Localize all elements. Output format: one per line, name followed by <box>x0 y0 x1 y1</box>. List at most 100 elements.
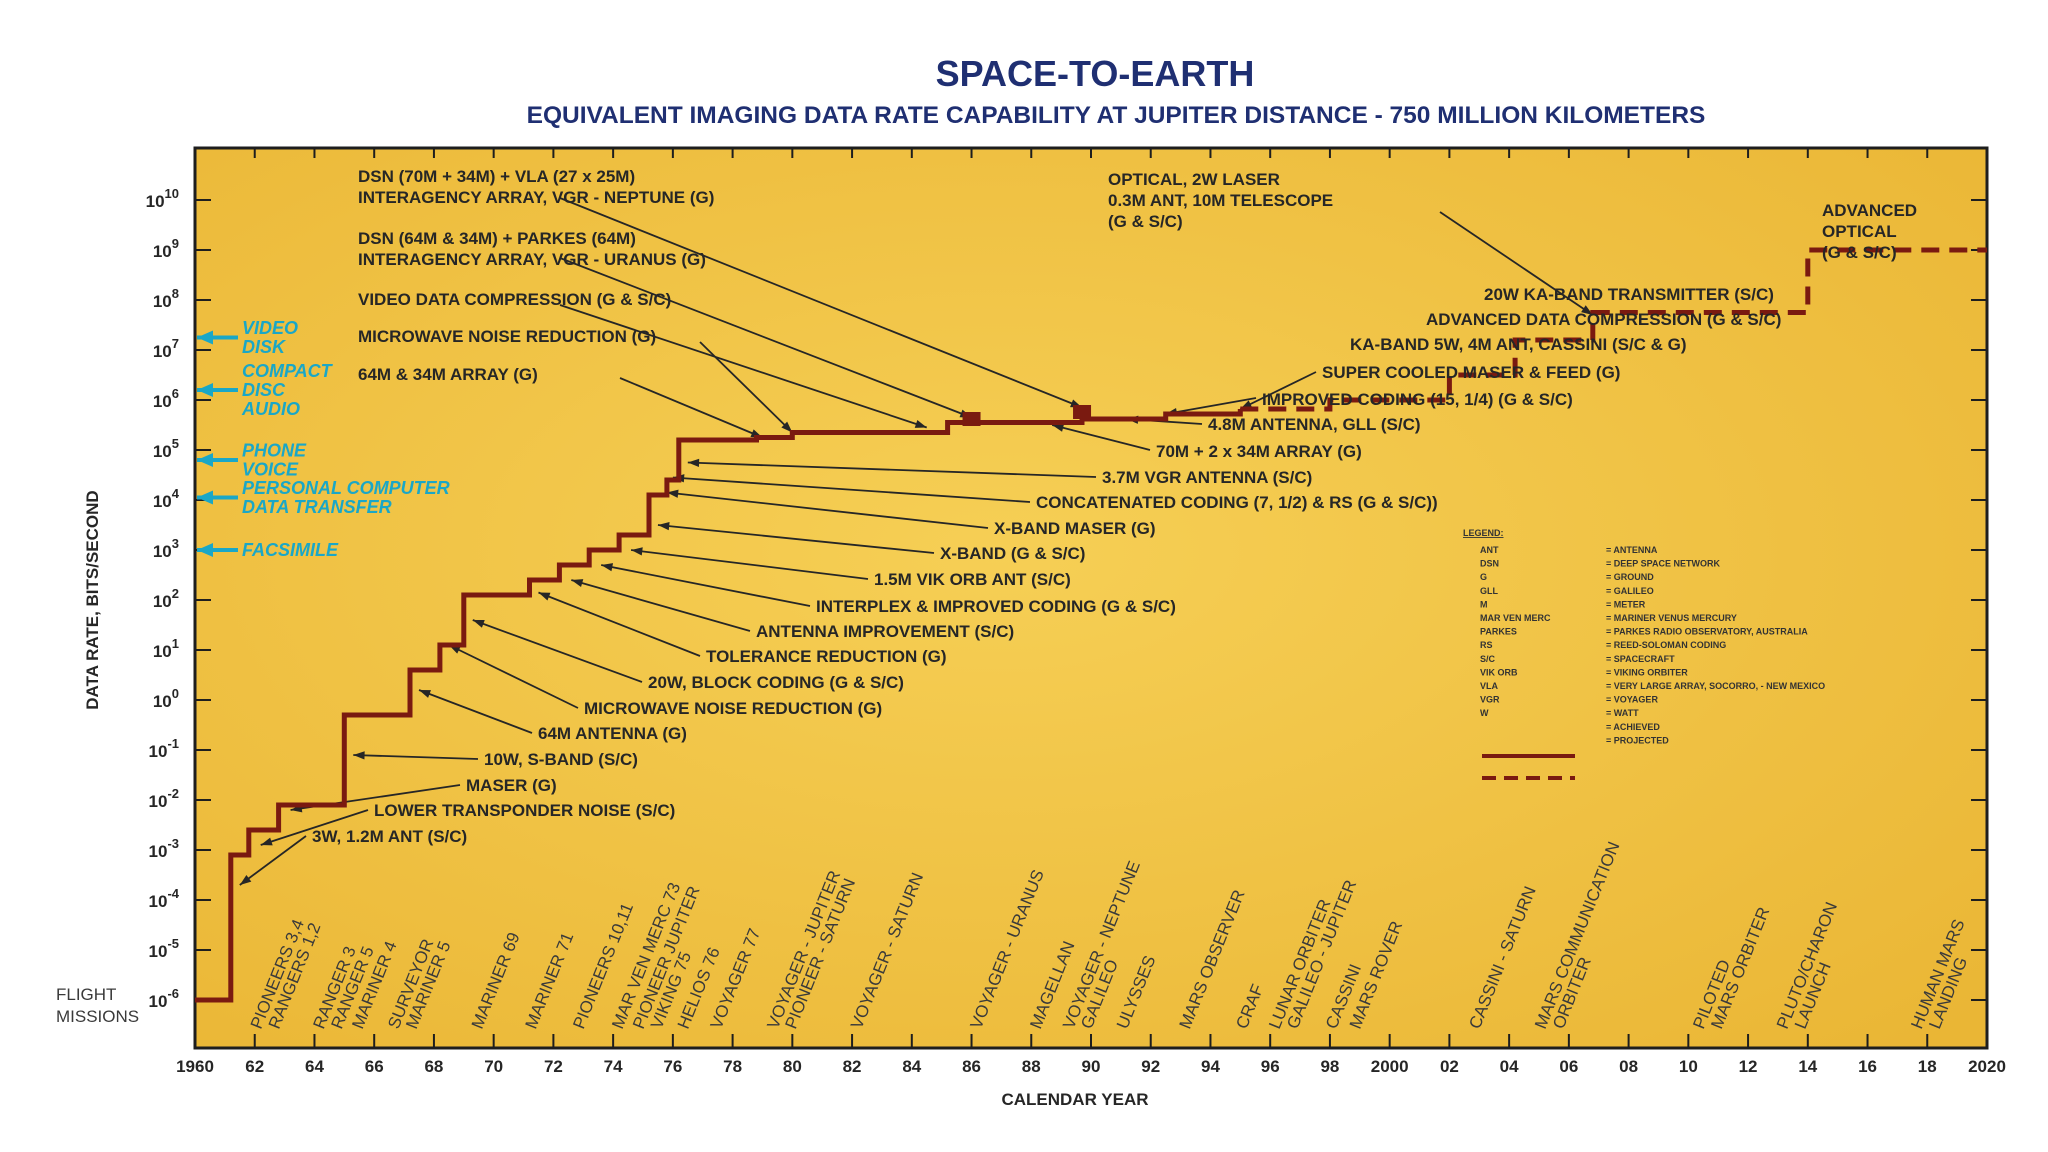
benchmark-label: PHONE <box>242 441 307 461</box>
annotation-label: 10W, S-BAND (S/C) <box>484 750 638 769</box>
x-tick-label: 88 <box>1022 1057 1041 1076</box>
x-tick-label: 08 <box>1619 1057 1638 1076</box>
x-tick-label: 90 <box>1082 1057 1101 1076</box>
x-tick-label: 04 <box>1500 1057 1519 1076</box>
benchmark-arrow-head <box>197 453 213 467</box>
y-tick-label: 10-3 <box>149 836 179 861</box>
annotation-pointer <box>571 579 751 632</box>
annotation-pointer <box>353 754 479 760</box>
y-tick-label: 10-2 <box>149 786 179 811</box>
x-tick-label: 86 <box>962 1057 981 1076</box>
legend-abbreviation: G <box>1480 572 1487 582</box>
x-tick-label: 80 <box>783 1057 802 1076</box>
chart-subtitle: EQUIVALENT IMAGING DATA RATE CAPABILITY … <box>527 102 1706 129</box>
x-tick-label: 12 <box>1739 1057 1758 1076</box>
annotation-pointer <box>657 524 935 554</box>
annotation-label: 70M + 2 x 34M ARRAY (G) <box>1156 442 1362 461</box>
y-tick-label: 1010 <box>146 186 179 211</box>
legend-line-label: = ACHIEVED <box>1606 722 1660 732</box>
annotation-pointer <box>559 197 1083 409</box>
achieved-series-line <box>195 409 1243 1003</box>
legend-definition: = WATT <box>1606 708 1639 718</box>
annotation-label: LOWER TRANSPONDER NOISE (S/C) <box>374 801 675 820</box>
benchmark-label: FACSIMILE <box>242 540 339 560</box>
legend-abbreviation: VLA <box>1480 681 1499 691</box>
legend-definition: = VIKING ORBITER <box>1606 667 1688 677</box>
y-axis-label: DATA RATE, BITS/SECOND <box>83 490 102 709</box>
x-tick-label: 96 <box>1261 1057 1280 1076</box>
annotation-pointer <box>559 257 972 419</box>
legend-definition: = SPACECRAFT <box>1606 654 1675 664</box>
annotation-label: INTERPLEX & IMPROVED CODING (G & S/C) <box>816 597 1176 616</box>
x-tick-label: 70 <box>484 1057 503 1076</box>
annotation-arrowhead <box>631 547 643 556</box>
y-tick-label: 107 <box>153 336 179 361</box>
annotation-label: 3.7M VGR ANTENNA (S/C) <box>1102 468 1312 487</box>
benchmark-label: PERSONAL COMPUTER <box>242 478 450 498</box>
annotation-arrowhead <box>419 690 431 698</box>
annotation-label: (G & S/C) <box>1108 212 1183 231</box>
annotation-label: 1.5M VIK ORB ANT (S/C) <box>874 570 1071 589</box>
annotation-label: (G & S/C) <box>1822 243 1897 262</box>
annotation-label: TOLERANCE REDUCTION (G) <box>706 647 947 666</box>
annotation-arrowhead <box>571 579 584 588</box>
benchmark-label: DISK <box>242 337 287 357</box>
x-tick-label: 62 <box>245 1057 264 1076</box>
annotation-label: INTERAGENCY ARRAY, VGR - NEPTUNE (G) <box>358 188 714 207</box>
y-tick-label: 10-4 <box>149 886 180 911</box>
milestone-marker <box>1073 405 1092 419</box>
x-tick-label: 72 <box>544 1057 563 1076</box>
benchmark-arrow-head <box>197 383 213 397</box>
annotation-pointer <box>418 689 533 734</box>
annotation-arrowhead <box>472 620 485 628</box>
annotation-arrowhead <box>353 751 365 760</box>
legend-abbreviation: M <box>1480 599 1488 609</box>
x-axis: 1960 62 64 66 68 70 72 74 76 78 80 82 84 86 88 90 92 94 96… <box>176 148 2006 1076</box>
annotation-label: 4.8M ANTENNA, GLL (S/C) <box>1208 415 1421 434</box>
annotation-label: 64M ANTENNA (G) <box>538 724 687 743</box>
annotation-arrowhead <box>239 874 252 885</box>
annotation-arrowhead <box>914 420 927 428</box>
annotation-pointer <box>672 476 1031 503</box>
y-tick-label: 109 <box>153 236 179 261</box>
annotation-arrowhead <box>1052 423 1065 432</box>
benchmark-label: DISC <box>242 380 286 400</box>
legend-abbreviation: MAR VEN MERC <box>1480 613 1551 623</box>
legend-definition: = MARINER VENUS MERCURY <box>1606 613 1737 623</box>
y-tick-label: 105 <box>153 436 179 461</box>
legend-abbreviation: VGR <box>1480 695 1500 705</box>
milestone-marker <box>962 412 981 426</box>
annotation-pointer <box>1165 397 1257 415</box>
y-tick-label: 10-6 <box>149 986 179 1011</box>
x-tick-label: 16 <box>1858 1057 1877 1076</box>
annotation-pointer <box>699 341 793 434</box>
annotation-label: 20W, BLOCK CODING (G & S/C) <box>648 673 904 692</box>
benchmark-label: VOICE <box>242 460 299 480</box>
legend-abbreviation: PARKES <box>1480 627 1517 637</box>
benchmark-label: AUDIO <box>241 399 300 419</box>
legend-abbreviation: ANT <box>1480 545 1499 555</box>
x-tick-label: 92 <box>1141 1057 1160 1076</box>
x-tick-label: 76 <box>663 1057 682 1076</box>
chart-title: SPACE-TO-EARTH <box>936 53 1255 94</box>
x-tick-label: 02 <box>1440 1057 1459 1076</box>
benchmark-label: VIDEO <box>242 318 298 338</box>
legend-definition: = REED-SOLOMAN CODING <box>1606 640 1726 650</box>
projected-series-line <box>1240 247 1987 412</box>
annotation-arrowhead <box>657 522 670 531</box>
annotation-arrowhead <box>538 592 551 601</box>
annotation-label: X-BAND MASER (G) <box>994 519 1156 538</box>
flight-missions-label: FLIGHT <box>56 985 116 1004</box>
x-tick-label: 82 <box>843 1057 862 1076</box>
y-axis: 1010 109 108 107 106 105 104 103 102 101 100 10-1 10… <box>146 186 1987 1011</box>
annotation-label: KA-BAND 5W, 4M ANT, CASSINI (S/C & G) <box>1350 335 1687 354</box>
legend-abbreviation: DSN <box>1480 559 1499 569</box>
annotation-pointer <box>619 377 763 439</box>
annotation-label: 3W, 1.2M ANT (S/C) <box>312 827 467 846</box>
benchmark-label: COMPACT <box>242 361 334 381</box>
annotation-pointer <box>260 809 369 846</box>
legend-definition: = DEEP SPACE NETWORK <box>1606 559 1720 569</box>
annotation-label: MICROWAVE NOISE REDUCTION (G) <box>358 327 656 346</box>
benchmark-arrow-head <box>197 543 213 557</box>
